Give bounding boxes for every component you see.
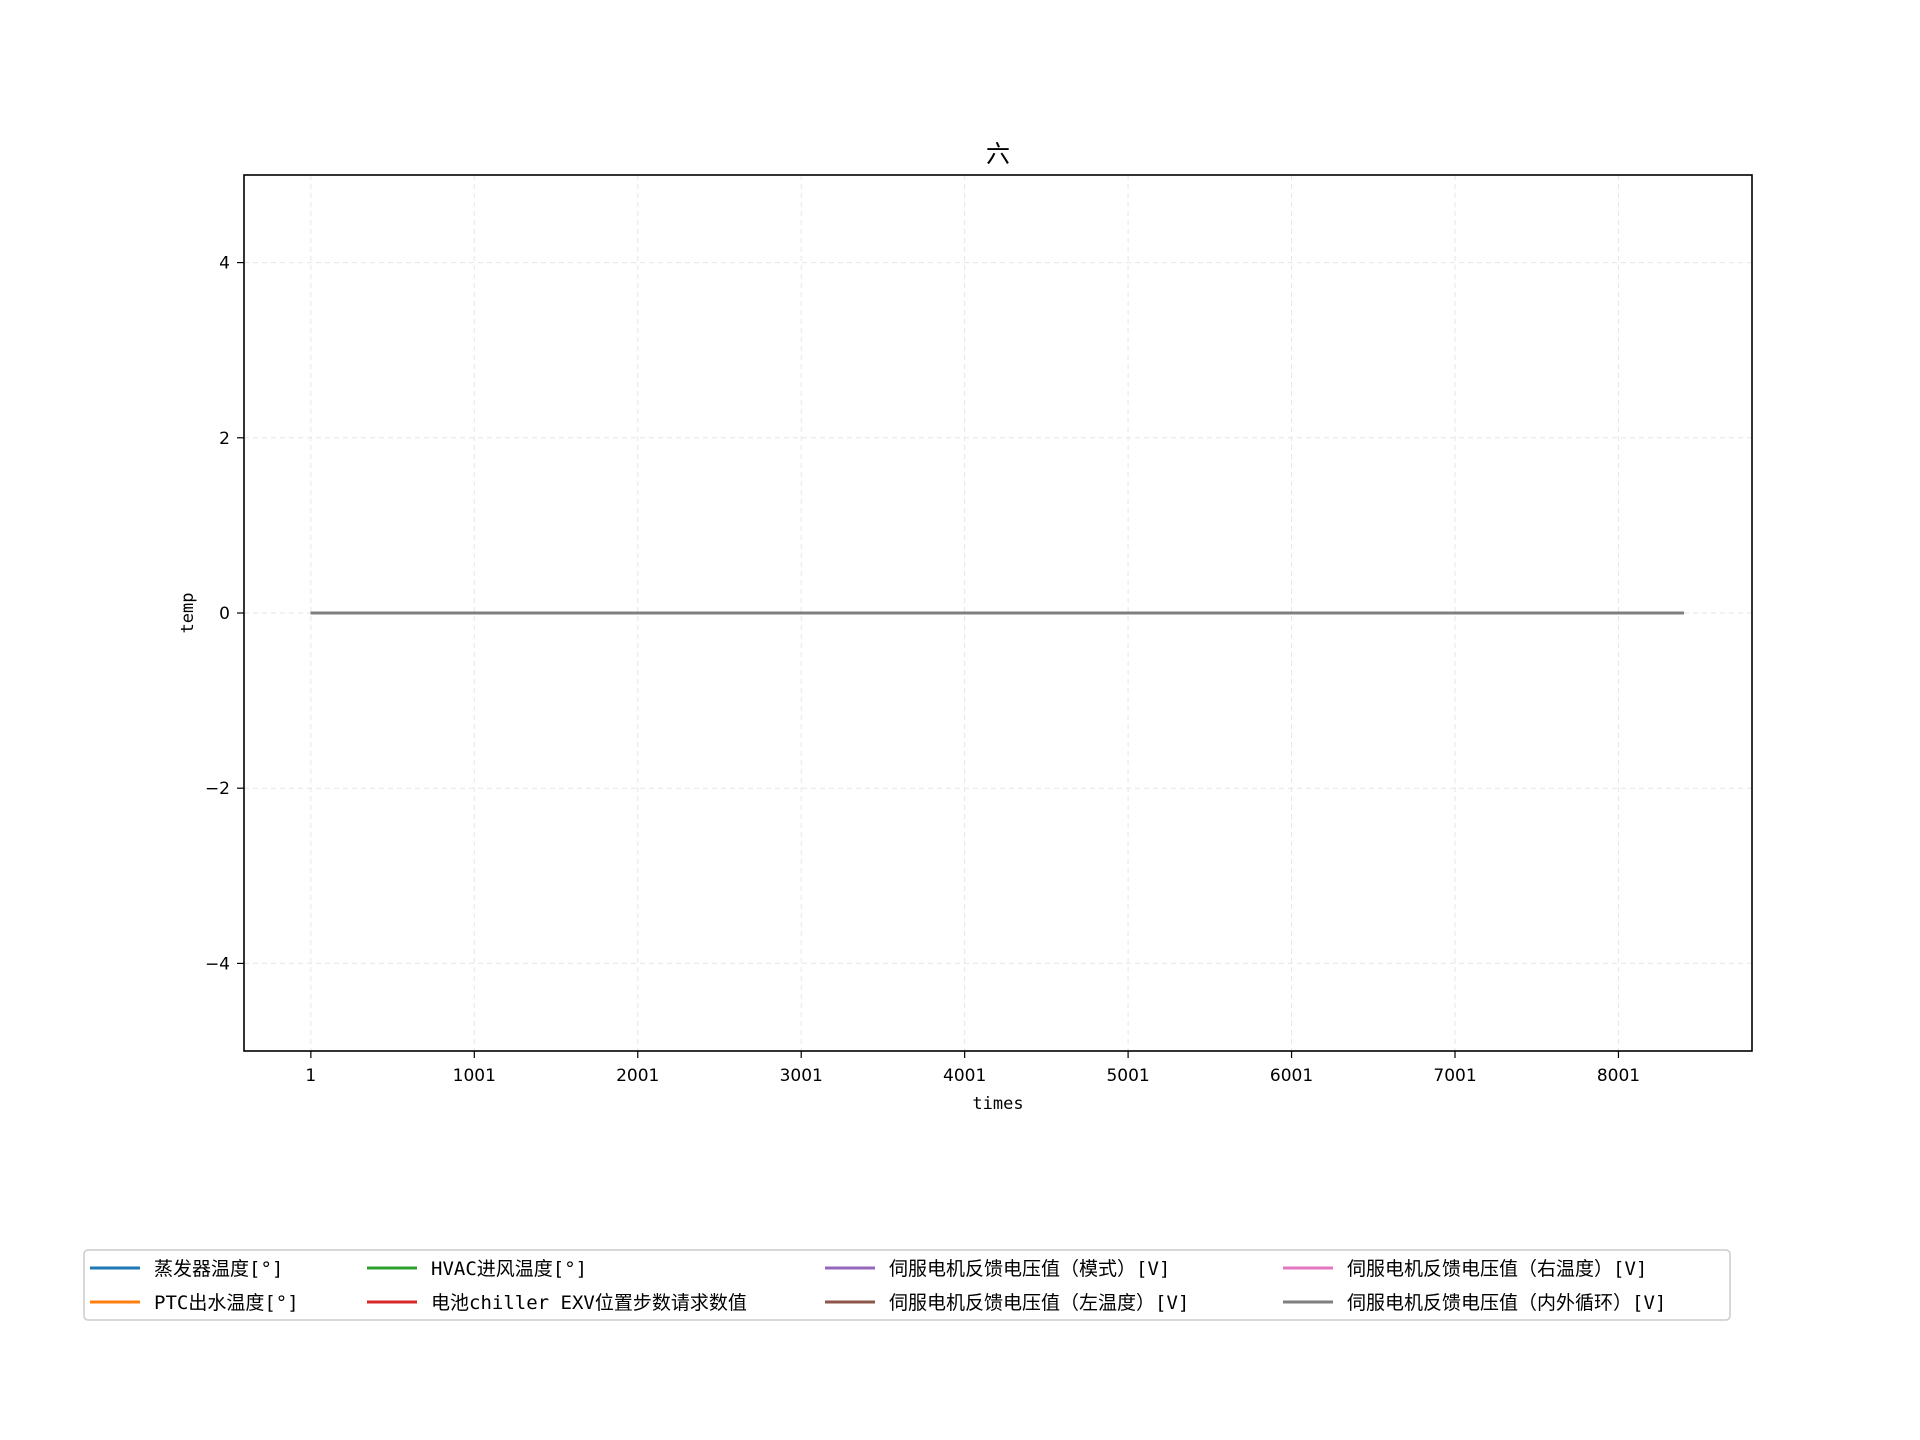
y-tick-label: 0 bbox=[219, 604, 230, 624]
legend-entry: HVAC进风温度[°] bbox=[431, 1258, 587, 1280]
y-tick-label: 4 bbox=[219, 254, 230, 274]
legend-entry: 伺服电机反馈电压值（左温度）[V] bbox=[889, 1292, 1189, 1314]
y-tick-label: 2 bbox=[219, 429, 230, 449]
y-axis: −4 −2 0 2 4 bbox=[205, 254, 244, 974]
y-axis-label: temp bbox=[178, 593, 198, 634]
y-tick-label: −4 bbox=[205, 954, 230, 974]
x-tick-label: 3001 bbox=[780, 1066, 823, 1086]
legend-entry: 电池chiller EXV位置步数请求数值 bbox=[431, 1292, 747, 1314]
legend-entry: 伺服电机反馈电压值（内外循环）[V] bbox=[1347, 1292, 1666, 1314]
x-tick-label: 5001 bbox=[1106, 1066, 1149, 1086]
x-tick-label: 8001 bbox=[1597, 1066, 1640, 1086]
legend-entry: 伺服电机反馈电压值（右温度）[V] bbox=[1347, 1258, 1647, 1280]
x-tick-label: 6001 bbox=[1270, 1066, 1313, 1086]
grid-lines bbox=[244, 175, 1752, 1051]
legend-entry: PTC出水温度[°] bbox=[154, 1292, 299, 1314]
x-axis-label: times bbox=[972, 1094, 1023, 1114]
x-tick-label: 7001 bbox=[1433, 1066, 1476, 1086]
legend: 蒸发器温度[°] PTC出水温度[°] HVAC进风温度[°] 电池chiller E… bbox=[83, 1249, 1731, 1321]
legend-entry: 伺服电机反馈电压值（模式）[V] bbox=[889, 1258, 1170, 1280]
legend-entry: 蒸发器温度[°] bbox=[154, 1258, 283, 1280]
x-tick-label: 1001 bbox=[453, 1066, 496, 1086]
x-tick-label: 1 bbox=[305, 1066, 316, 1086]
y-tick-label: −2 bbox=[205, 779, 230, 799]
x-axis: 1 1001 2001 3001 4001 5001 6001 7001 8001 bbox=[305, 1051, 1640, 1086]
x-tick-label: 2001 bbox=[616, 1066, 659, 1086]
x-tick-label: 4001 bbox=[943, 1066, 986, 1086]
chart-title: 六 bbox=[986, 140, 1010, 168]
